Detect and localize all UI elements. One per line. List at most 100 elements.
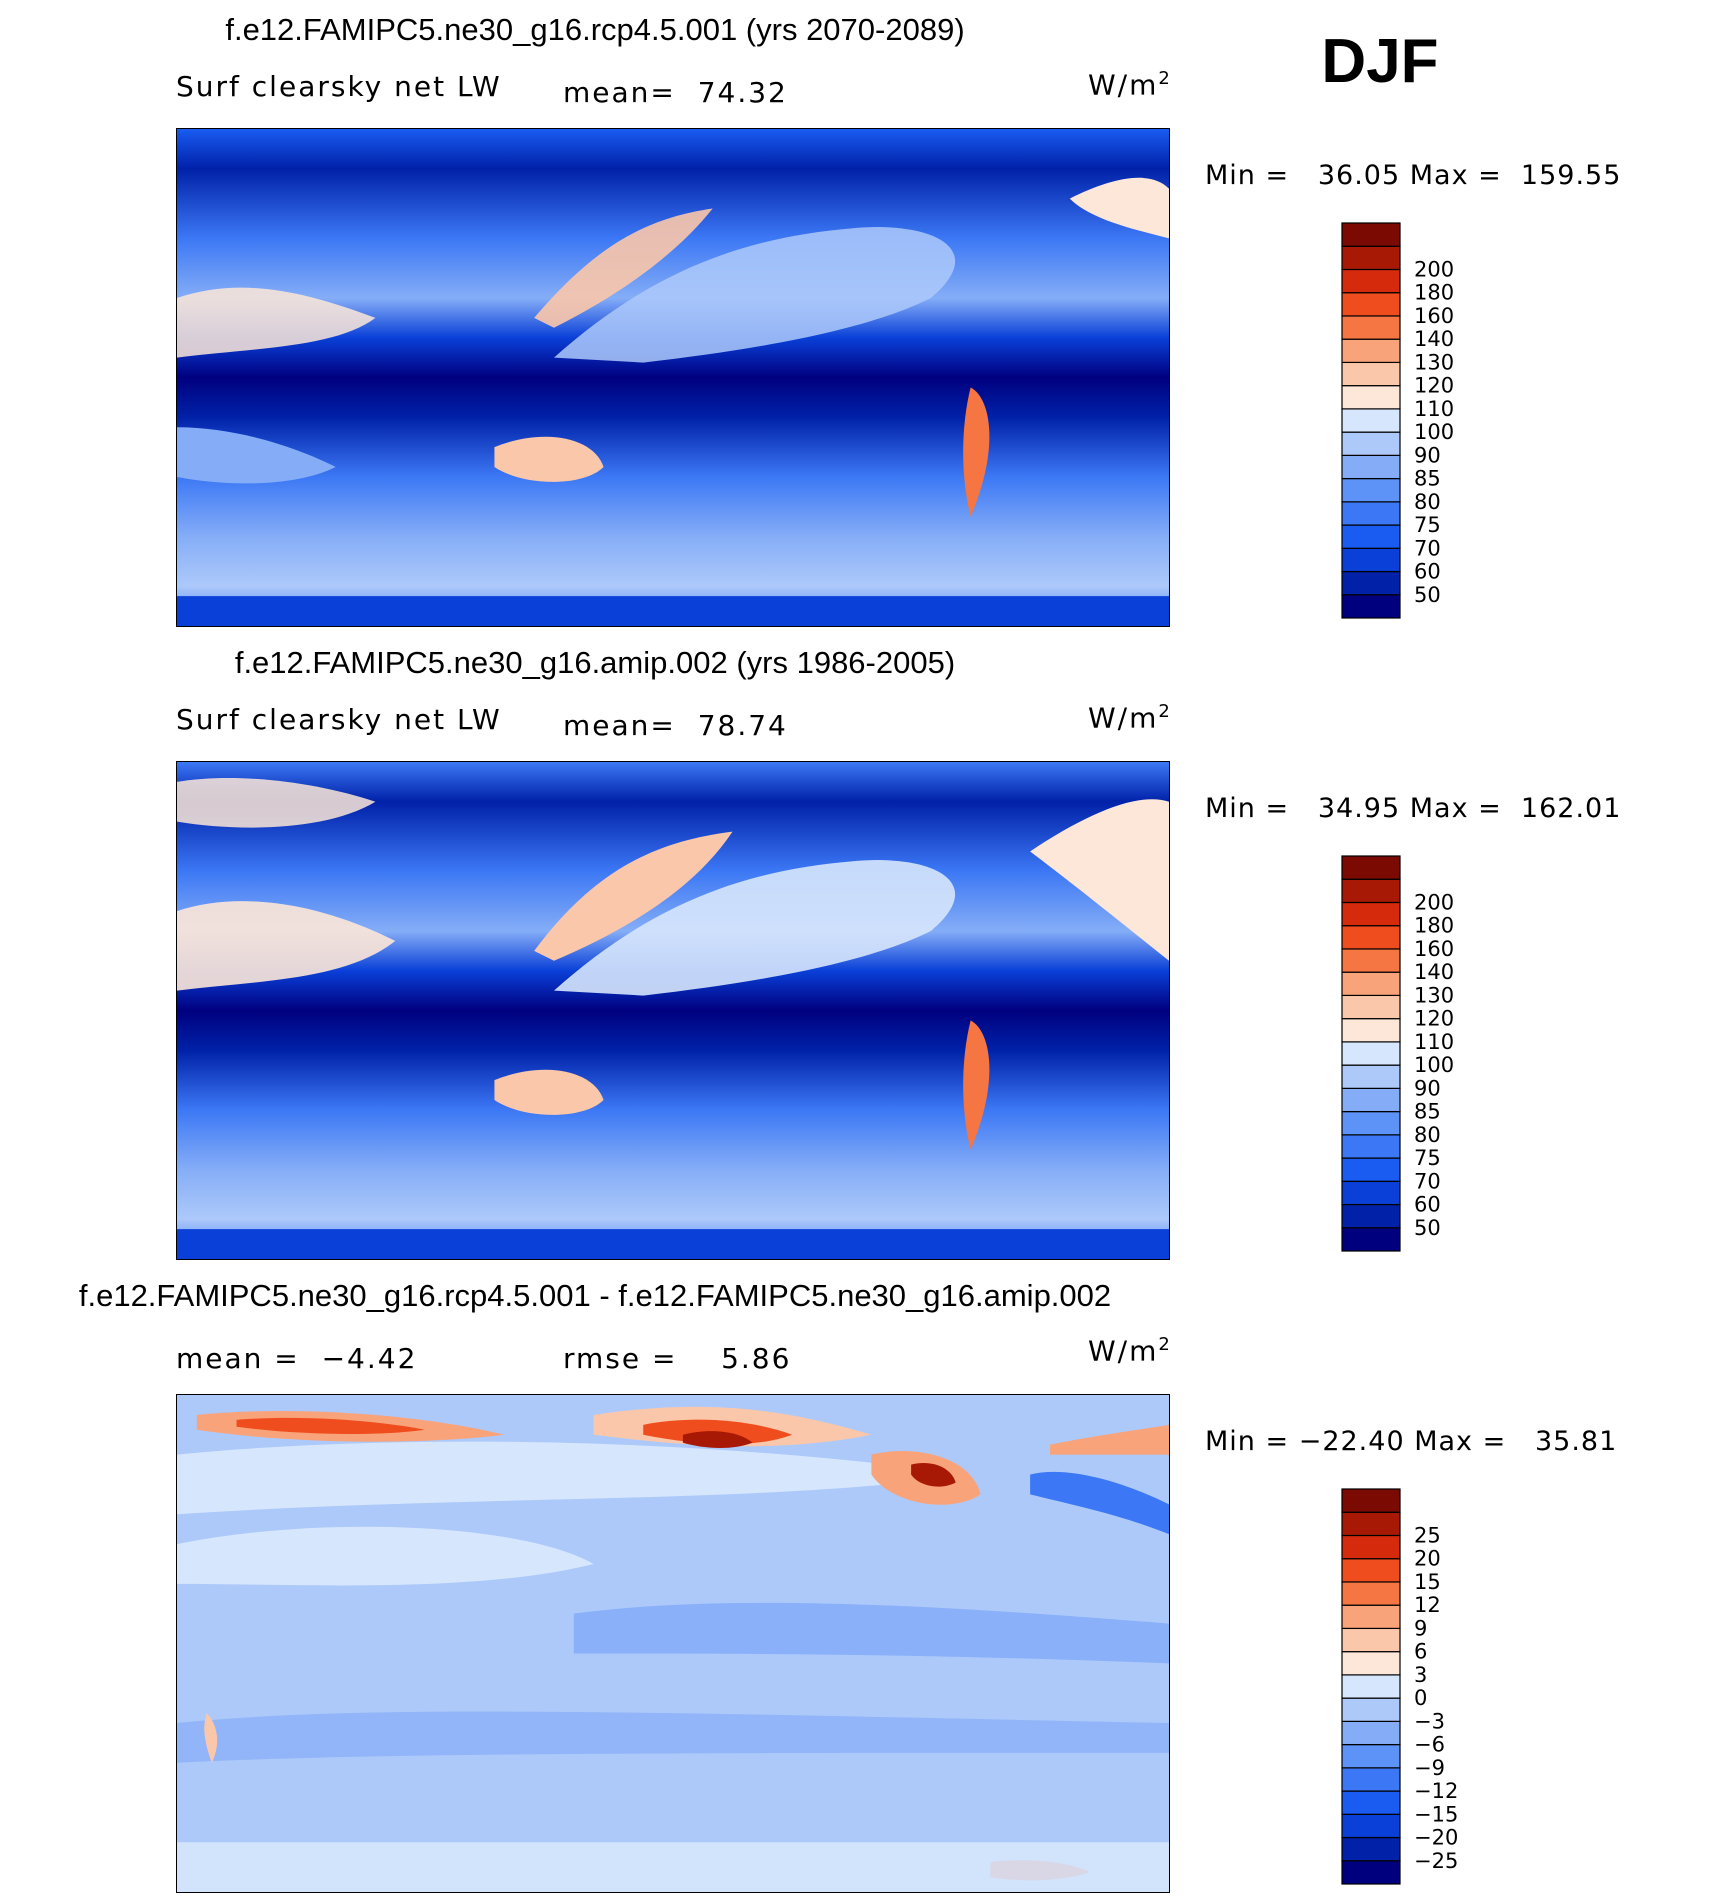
colorbar-cell-9 (1341, 1018, 1401, 1043)
colorbar-tick-label: 180 (1414, 914, 1454, 938)
colorbar-tick-label: 200 (1414, 257, 1454, 281)
colorbar-tick-label: 160 (1414, 937, 1454, 961)
colorbar-cell-12 (1341, 1581, 1401, 1606)
colorbar-cell-11 (1341, 971, 1401, 997)
colorbar-cell-10 (1341, 1627, 1401, 1653)
colorbar-cell-6 (1341, 1720, 1401, 1746)
colorbar-cell-4 (1341, 1134, 1401, 1159)
colorbar-tick-label: −20 (1414, 1826, 1458, 1850)
panel-2-minmax: Min = 34.95 Max = 162.01 (1205, 793, 1622, 824)
colorbar-tick-label: 75 (1414, 513, 1441, 537)
colorbar-cell-15 (1341, 245, 1401, 271)
panel-3-units-exp: 2 (1158, 1334, 1172, 1355)
colorbar-tick-label: 140 (1414, 327, 1454, 351)
season-title: DJF (1321, 27, 1439, 96)
colorbar-cell-7 (1341, 1697, 1401, 1722)
colorbar-tick-label: 70 (1414, 536, 1441, 560)
panel-1-mean: mean= 74.32 (563, 76, 788, 109)
colorbar-cell-13 (1341, 925, 1401, 950)
colorbar-cell-7 (1341, 1064, 1401, 1089)
panel-2-variable: Surf clearsky net LW (176, 703, 502, 736)
colorbar-tick-label: −9 (1414, 1756, 1445, 1780)
colorbar-cell-11 (1341, 338, 1401, 364)
colorbar-tick-label: −15 (1414, 1802, 1458, 1826)
panel-2-title: f.e12.FAMIPC5.ne30_g16.amip.002 (yrs 198… (234, 645, 956, 680)
colorbar-cell-6 (1341, 1087, 1401, 1113)
colorbar-cell-2 (1341, 1813, 1401, 1839)
colorbar-tick-label: 130 (1414, 350, 1454, 374)
colorbar-cell-1 (1341, 1836, 1401, 1862)
colorbar-cell-0 (1341, 1860, 1401, 1885)
colorbar-tick-label: −3 (1414, 1709, 1445, 1733)
colorbar-tick-label: 75 (1414, 1146, 1441, 1170)
colorbar-cell-15 (1341, 1511, 1401, 1537)
colorbar-cell-4 (1341, 1767, 1401, 1792)
colorbar-cell-11 (1341, 1604, 1401, 1630)
colorbar-cell-3 (1341, 1790, 1401, 1815)
colorbar-tick-label: 70 (1414, 1169, 1441, 1193)
colorbar-cell-10 (1341, 994, 1401, 1020)
colorbar-cell-16 (1341, 1488, 1401, 1513)
colorbar-tick-label: 120 (1414, 374, 1454, 398)
colorbar-tick-label: 80 (1414, 1123, 1441, 1147)
colorbar-tick-label: 90 (1414, 443, 1441, 467)
panel-2-units-exp: 2 (1158, 701, 1172, 722)
colorbar-cell-14 (1341, 1534, 1401, 1560)
colorbar-tick-label: 25 (1414, 1523, 1441, 1547)
colorbar-tick-label: 12 (1414, 1593, 1441, 1617)
colorbar-tick-label: 50 (1414, 583, 1441, 607)
panel-3-map (176, 1394, 1170, 1893)
colorbar-tick-label: 20 (1414, 1547, 1441, 1571)
colorbar-tick-label: 3 (1414, 1663, 1427, 1687)
colorbar-cell-4 (1341, 501, 1401, 526)
colorbar-tick-label: 130 (1414, 983, 1454, 1007)
panel-3-title: f.e12.FAMIPC5.ne30_g16.rcp4.5.001 - f.e1… (78, 1278, 1112, 1313)
colorbar-cell-1 (1341, 570, 1401, 596)
panel-1-units-base: W/m (1088, 68, 1159, 102)
panel-2-mean: mean= 78.74 (563, 709, 788, 742)
colorbar-tick-label: 60 (1414, 560, 1441, 584)
colorbar-tick-label: 90 (1414, 1076, 1441, 1100)
panel-3-mean-value: −4.42 (321, 1342, 418, 1375)
colorbar-tick-label: 60 (1414, 1193, 1441, 1217)
panel-1-variable: Surf clearsky net LW (176, 70, 502, 103)
colorbar-cell-14 (1341, 901, 1401, 927)
panel-2-mean-value: 78.74 (697, 709, 788, 742)
colorbar-tick-label: 0 (1414, 1686, 1427, 1710)
colorbar-cell-0 (1341, 594, 1401, 619)
colorbar-cell-12 (1341, 315, 1401, 340)
colorbar-cell-16 (1341, 222, 1401, 247)
colorbar-cell-14 (1341, 268, 1401, 294)
colorbar-tick-label: 50 (1414, 1216, 1441, 1240)
colorbar-cell-8 (1341, 1041, 1401, 1066)
colorbar-cell-9 (1341, 385, 1401, 410)
colorbar-cell-2 (1341, 547, 1401, 573)
panel-1-minmax: Min = 36.05 Max = 159.55 (1205, 160, 1622, 191)
colorbar-tick-label: 180 (1414, 281, 1454, 305)
colorbar-tick-label: 120 (1414, 1007, 1454, 1031)
panel-1-units-exp: 2 (1158, 68, 1172, 89)
panel-2-mean-label: mean= (563, 709, 676, 742)
panel-2-units: W/m2 (1088, 701, 1172, 734)
colorbar-cell-0 (1341, 1227, 1401, 1252)
colorbar-cell-3 (1341, 524, 1401, 549)
panel-2-units-base: W/m (1088, 701, 1159, 735)
colorbar-tick-label: 9 (1414, 1616, 1427, 1640)
colorbar-tick-label: −12 (1414, 1779, 1458, 1803)
panel-1-mean-value: 74.32 (697, 76, 788, 109)
colorbar-tick-label: 85 (1414, 467, 1441, 491)
colorbar-cell-16 (1341, 855, 1401, 880)
panel-3-rmse-value: 5.86 (721, 1342, 792, 1375)
colorbar-tick-label: 100 (1414, 1053, 1454, 1077)
colorbar-cell-6 (1341, 454, 1401, 480)
panel-2-map (176, 761, 1170, 1260)
colorbar-tick-label: 15 (1414, 1570, 1441, 1594)
colorbar-tick-label: 140 (1414, 960, 1454, 984)
colorbar-cell-1 (1341, 1203, 1401, 1229)
colorbar-cell-8 (1341, 1674, 1401, 1699)
colorbar-cell-7 (1341, 431, 1401, 456)
colorbar-tick-label: 6 (1414, 1640, 1427, 1664)
colorbar-cell-10 (1341, 361, 1401, 387)
